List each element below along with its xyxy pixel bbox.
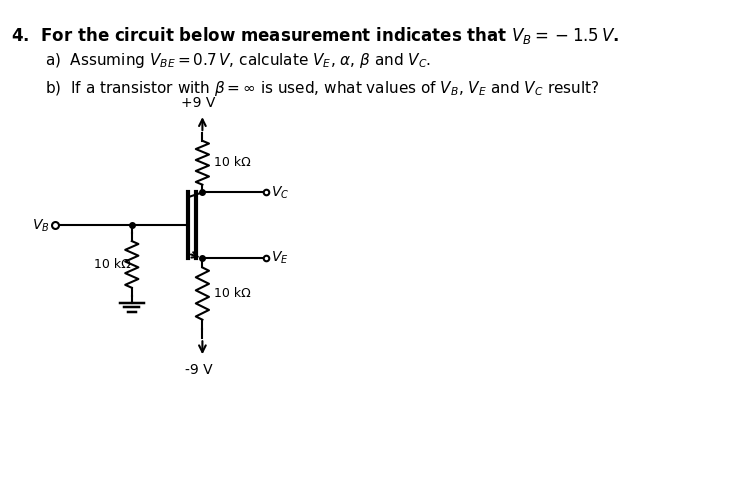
Text: b)  If a transistor with $\beta = \infty$ is used, what values of $V_{B}$, $V_E$: b) If a transistor with $\beta = \infty$…	[45, 80, 600, 98]
Text: 4.  For the circuit below measurement indicates that $V_B = -1.5\,V$.: 4. For the circuit below measurement ind…	[11, 25, 620, 46]
Text: 10 kΩ: 10 kΩ	[94, 258, 131, 271]
Text: $V_C$: $V_C$	[271, 184, 290, 201]
Text: $V_B$: $V_B$	[32, 217, 50, 234]
Text: a)  Assuming $V_{BE} = 0.7\,V$, calculate $V_E$, $\alpha$, $\beta$ and $V_C$.: a) Assuming $V_{BE} = 0.7\,V$, calculate…	[45, 51, 432, 70]
Text: -9 V: -9 V	[185, 363, 212, 377]
Text: 10 kΩ: 10 kΩ	[214, 287, 250, 300]
Text: +9 V: +9 V	[181, 96, 215, 111]
Text: 10 kΩ: 10 kΩ	[214, 156, 250, 169]
Text: $V_E$: $V_E$	[271, 250, 289, 266]
